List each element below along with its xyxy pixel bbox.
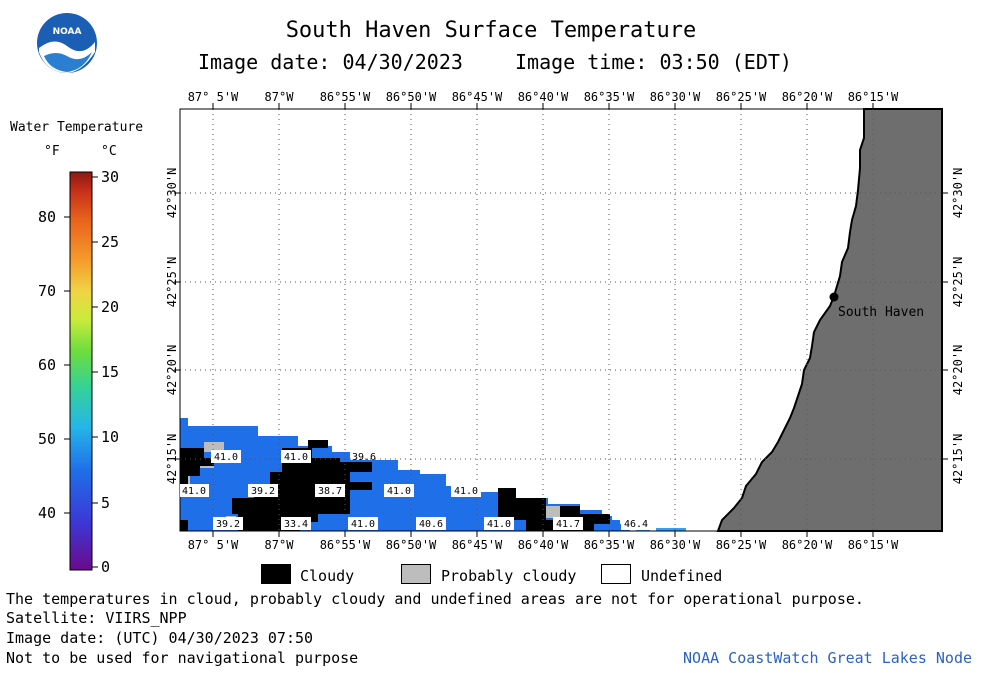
image-date: Image date: 04/30/2023	[198, 50, 463, 74]
f-tick-80: 80	[38, 208, 57, 226]
graticule	[180, 109, 942, 531]
lon-label-top: 86°20'W	[782, 90, 833, 104]
lat-labels-left: 42°30'N 42°25'N 42°20'N 42°15'N	[165, 168, 179, 485]
lon-label-bottom: 86°35'W	[584, 538, 635, 552]
lon-label-top: 86°55'W	[320, 90, 371, 104]
lon-label-bottom: 86°15'W	[848, 538, 899, 552]
colorbar-ticks	[64, 176, 98, 568]
navigation-disclaimer: Not to be used for navigational purpose	[6, 649, 359, 667]
lon-label-top: 86°35'W	[584, 90, 635, 104]
lat-label-right: 42°25'N	[951, 257, 965, 308]
temp-label: 39.2	[216, 519, 240, 530]
colorbar	[64, 171, 98, 571]
temp-label: 41.0	[454, 486, 478, 497]
lat-label-left: 42°15'N	[165, 434, 179, 485]
c-tick-0: 0	[101, 558, 111, 576]
lon-label-bottom: 86°50'W	[386, 538, 437, 552]
temp-label: 41.0	[214, 452, 238, 463]
probably-cloudy-label: Probably cloudy	[441, 567, 577, 585]
lat-labels-right: 42°30'N 42°25'N 42°20'N 42°15'N	[951, 168, 965, 485]
lon-label-bottom: 86°55'W	[320, 538, 371, 552]
colorbar-title: Water Temperature	[10, 120, 144, 135]
map-frame	[179, 108, 943, 532]
utc-date-line: Image date: (UTC) 04/30/2023 07:50	[6, 629, 314, 647]
lon-labels-bottom: 87° 5'W 87°W 86°55'W 86°50'W 86°45'W 86°…	[188, 538, 899, 552]
f-tick-40: 40	[38, 504, 57, 522]
c-tick-10: 10	[101, 428, 120, 446]
lat-label-left: 42°30'N	[165, 168, 179, 219]
temp-label: 41.0	[284, 452, 308, 463]
unit-fahrenheit: °F	[44, 144, 60, 159]
colorbar-gradient	[69, 171, 93, 571]
temp-label: 41.0	[351, 519, 375, 530]
undefined-label: Undefined	[641, 567, 723, 585]
lat-label-right: 42°30'N	[951, 168, 965, 219]
c-tick-25: 25	[101, 233, 120, 251]
cloudy-swatch	[261, 564, 291, 584]
lon-label-bottom: 86°25'W	[716, 538, 767, 552]
temp-label: 46.4	[624, 519, 648, 530]
lat-label-left: 42°20'N	[165, 345, 179, 396]
lon-label-bottom: 86°20'W	[782, 538, 833, 552]
temp-label: 41.7	[556, 519, 580, 530]
lon-label-bottom: 87° 5'W	[188, 538, 239, 552]
node-credit: NOAA CoastWatch Great Lakes Node	[683, 649, 972, 667]
lon-labels-top: 87° 5'W 87°W 86°55'W 86°50'W 86°45'W 86°…	[188, 90, 899, 104]
temp-label: 41.0	[387, 486, 411, 497]
lat-label-left: 42°25'N	[165, 257, 179, 308]
lon-label-top: 86°40'W	[518, 90, 569, 104]
probably-cloudy-swatch	[401, 564, 431, 584]
undefined-swatch	[601, 564, 631, 584]
satellite-line: Satellite: VIIRS_NPP	[6, 609, 187, 627]
lon-label-top: 86°30'W	[650, 90, 701, 104]
c-tick-15: 15	[101, 363, 120, 381]
disclaimer-line: The temperatures in cloud, probably clou…	[6, 590, 864, 608]
lat-label-right: 42°15'N	[951, 434, 965, 485]
temp-label: 38.7	[318, 486, 342, 497]
temp-label: 41.0	[182, 486, 206, 497]
lon-label-top: 86°45'W	[452, 90, 503, 104]
f-tick-50: 50	[38, 430, 57, 448]
c-tick-5: 5	[101, 494, 111, 512]
lon-label-top: 87° 5'W	[188, 90, 239, 104]
temp-label: 39.2	[251, 486, 275, 497]
lat-label-right: 42°20'N	[951, 345, 965, 396]
f-tick-70: 70	[38, 282, 57, 300]
f-tick-60: 60	[38, 356, 57, 374]
map-ticks	[174, 103, 948, 537]
lon-label-bottom: 86°30'W	[650, 538, 701, 552]
lon-label-bottom: 86°45'W	[452, 538, 503, 552]
cloudy-label: Cloudy	[300, 567, 355, 585]
unit-celsius: °C	[101, 144, 117, 159]
city-label: South Haven	[838, 305, 924, 320]
temp-label: 40.6	[419, 519, 443, 530]
temperature-labels: 41.0 41.0 39.6 41.0 39.2 38.7 41.0 41.0 …	[180, 450, 651, 530]
page-title: South Haven Surface Temperature	[285, 18, 697, 43]
lon-label-top: 87°W	[265, 90, 295, 104]
lon-label-bottom: 87°W	[265, 538, 295, 552]
lon-label-top: 86°15'W	[848, 90, 899, 104]
logo-text: NOAA	[53, 27, 82, 37]
temp-label: 41.0	[487, 519, 511, 530]
city-marker	[829, 292, 839, 302]
temp-label: 39.6	[352, 452, 376, 463]
image-time: Image time: 03:50 (EDT)	[515, 50, 792, 74]
land-michigan	[716, 108, 943, 532]
lon-label-top: 86°25'W	[716, 90, 767, 104]
noaa-logo: NOAA	[37, 13, 97, 73]
temp-label: 33.4	[284, 519, 308, 530]
c-tick-20: 20	[101, 298, 120, 316]
c-tick-30: 30	[101, 168, 120, 186]
lon-label-bottom: 86°40'W	[518, 538, 569, 552]
lon-label-top: 86°50'W	[386, 90, 437, 104]
